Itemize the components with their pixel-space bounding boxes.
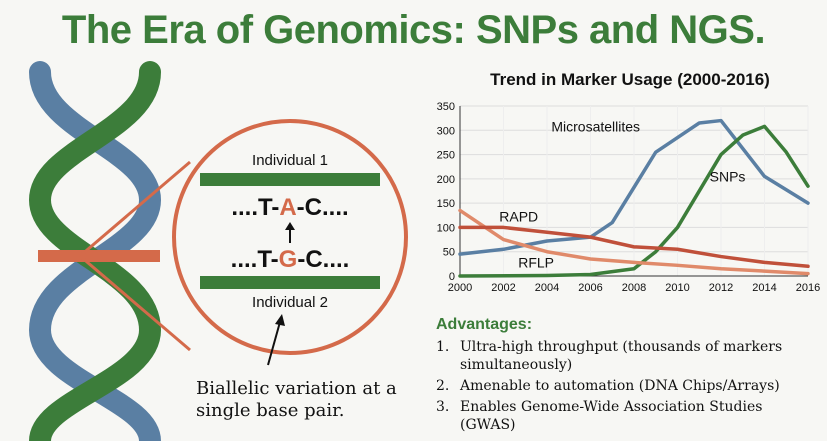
variant-arrow-icon	[285, 222, 295, 243]
advantage-item: 2. Amenable to automation (DNA Chips/Arra…	[436, 377, 821, 395]
chart-title: Trend in Marker Usage (2000-2016)	[490, 70, 770, 89]
series-line-snps	[458, 124, 810, 278]
advantages-title: Advantages:	[436, 316, 533, 333]
advantage-item: 1. Ultra-high throughput (thousands of ma…	[436, 338, 821, 374]
x-tick-label: 2006	[578, 282, 602, 294]
series-label: Microsatellites	[551, 118, 640, 134]
advantage-number: 1.	[436, 339, 450, 355]
x-tick-label: 2004	[535, 282, 559, 294]
y-tick-label: 200	[437, 174, 455, 186]
advantage-number: 2.	[436, 378, 450, 394]
y-tick-label: 0	[449, 271, 455, 283]
seq1-right: -C....	[297, 194, 349, 221]
sequence-individual-2: ....T-G-C....	[231, 246, 350, 273]
x-tick-label: 2014	[752, 282, 776, 294]
x-tick-label: 2012	[709, 282, 733, 294]
advantage-item: 3. Enables Genome-Wide Association Studie…	[436, 398, 821, 434]
dna-diagram: Individual 1 Individual 2 ....T-A-C.... …	[28, 61, 408, 441]
seq2-variant-base: G	[279, 246, 298, 273]
marker-usage-chart: 0 50 100 150 200 250 300 350 2000 2002 2004 2006 200…	[437, 101, 820, 294]
individual-1-label: Individual 1	[252, 152, 328, 169]
x-tick-label: 2002	[491, 282, 515, 294]
page-title: The Era of Genomics: SNPs and NGS.	[61, 8, 766, 52]
series-label: SNPs	[710, 168, 746, 184]
seq1-left: ....T-	[231, 194, 279, 221]
y-tick-label: 150	[437, 198, 455, 210]
seq2-left: ....T-	[231, 246, 279, 273]
zoom-line-bottom	[79, 254, 191, 352]
advantage-text: Enables Genome-Wide Association Studies …	[460, 399, 763, 433]
zoom-line-top	[79, 160, 191, 258]
x-tick-label: 2008	[622, 282, 646, 294]
sequence-individual-1: ....T-A-C....	[231, 194, 348, 221]
y-tick-label: 100	[437, 222, 455, 234]
advantage-number: 3.	[436, 399, 450, 415]
y-tick-label: 350	[437, 101, 455, 113]
series-label: RFLP	[518, 254, 554, 270]
y-tick-label: 250	[437, 150, 455, 162]
x-tick-label: 2010	[665, 282, 689, 294]
seq1-variant-base: A	[279, 194, 296, 221]
advantage-text: Amenable to automation (DNA Chips/Arrays…	[460, 378, 780, 394]
y-tick-label: 300	[437, 125, 455, 137]
series-label: RAPD	[499, 209, 538, 225]
y-tick-label: 50	[443, 247, 455, 259]
x-tick-label: 2000	[448, 282, 472, 294]
series-line-rflp	[458, 225, 810, 269]
diagram-caption: Biallelic variation at a single base pai…	[196, 378, 397, 421]
series-line-rapd	[458, 208, 810, 276]
advantage-text: Ultra-high throughput (thousands of mark…	[460, 339, 783, 373]
caption-arrow-icon	[267, 314, 285, 366]
seq2-right: -C....	[297, 246, 349, 273]
individual-2-label: Individual 2	[252, 294, 328, 311]
x-tick-label: 2016	[796, 282, 820, 294]
individual-1-bar	[200, 173, 380, 186]
individual-2-bar	[200, 276, 380, 289]
advantages-list: 1. Ultra-high throughput (thousands of ma…	[436, 338, 821, 437]
